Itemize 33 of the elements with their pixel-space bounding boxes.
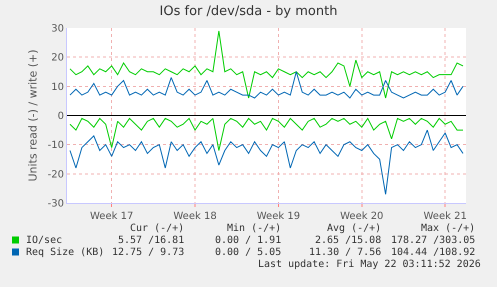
y-tick-label: 30 <box>51 24 64 34</box>
y-tick-label: 10 <box>51 82 64 93</box>
y-tick-label: -30 <box>48 198 64 210</box>
x-tick-label: Week 17 <box>90 211 134 222</box>
text: Last update: Fri May 22 03:11:52 2026 <box>258 259 481 270</box>
text: 0.00 / 1.91 <box>215 235 282 246</box>
y-axis-title: Units read (-) / write (+) <box>26 49 40 182</box>
line-series <box>69 30 464 98</box>
line-series <box>69 71 464 98</box>
x-tick-label: Week 19 <box>256 211 300 222</box>
text: 11.30 / 7.56 <box>309 247 382 258</box>
text: Min (-/+) <box>227 223 282 234</box>
y-tick-label: -20 <box>48 169 64 180</box>
text: 178.27 /303.05 <box>391 235 476 246</box>
y-tick-label: 0 <box>58 111 64 122</box>
x-tick-label: Week 20 <box>340 211 384 222</box>
text: 2.65 /15.08 <box>315 235 382 246</box>
line-series <box>69 118 464 151</box>
line-series <box>69 130 464 195</box>
text: Avg (-/+) <box>327 223 382 234</box>
legend-label: IO/sec <box>26 235 62 246</box>
x-tick-label: Week 18 <box>173 211 217 222</box>
y-tick-label: -10 <box>48 140 64 152</box>
y-tick-label: 20 <box>51 52 64 64</box>
text: 104.44 /108.92 <box>391 247 476 258</box>
chart-title: IOs for /dev/sda - by month <box>160 4 338 20</box>
text: Cur (-/+) <box>130 223 184 234</box>
text: Max (-/+) <box>421 223 476 234</box>
text: 5.57 /16.81 <box>118 235 184 246</box>
text: 12.75 / 9.73 <box>112 247 184 258</box>
legend-label: Req Size (KB) <box>26 247 104 258</box>
x-tick-label: Week 21 <box>424 211 467 222</box>
text: 0.00 / 5.05 <box>215 247 282 258</box>
